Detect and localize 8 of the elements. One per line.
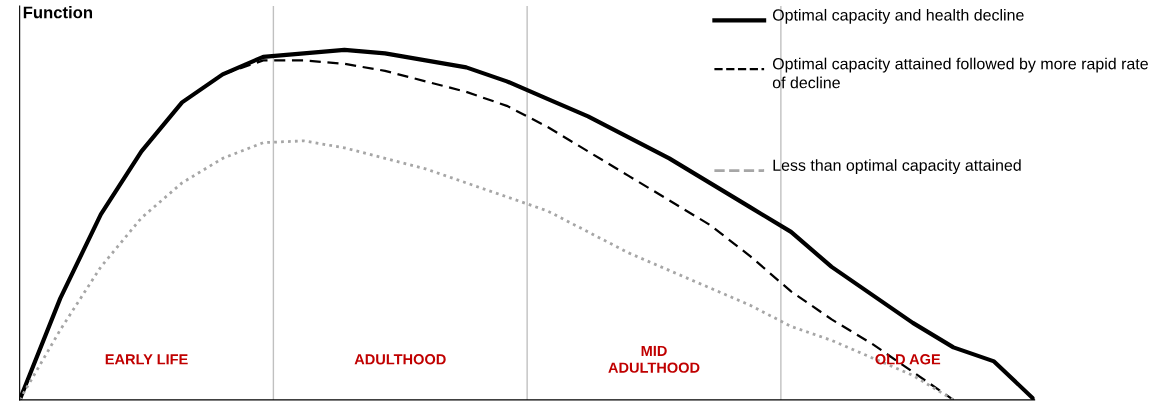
y-axis-title: Function: [23, 6, 93, 19]
legend-label: Less than optimal capacity attained: [773, 159, 1021, 175]
annotation: EARLY LIFE: [105, 354, 188, 365]
annotation: ADULTHOOD: [354, 354, 446, 365]
annotation: MID ADULTHOOD: [608, 345, 700, 373]
legend-label: Optimal capacity and health decline: [772, 8, 1024, 24]
annotation: OLD AGE: [875, 354, 941, 365]
legend-label: Optimal capacity attained followed by more rapid rate of decline: [772, 57, 1148, 89]
